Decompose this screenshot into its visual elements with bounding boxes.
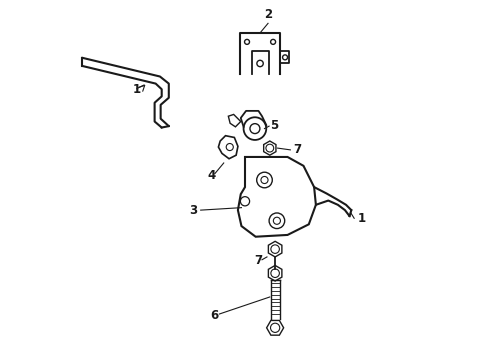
Text: 5: 5 xyxy=(270,118,279,131)
Text: 3: 3 xyxy=(190,204,197,217)
Text: 6: 6 xyxy=(211,309,219,322)
Text: 2: 2 xyxy=(264,8,272,21)
Text: 1: 1 xyxy=(133,83,141,96)
Text: 1: 1 xyxy=(358,212,366,225)
Text: 4: 4 xyxy=(207,169,216,182)
Text: 7: 7 xyxy=(293,143,301,156)
Text: 7: 7 xyxy=(254,254,263,267)
